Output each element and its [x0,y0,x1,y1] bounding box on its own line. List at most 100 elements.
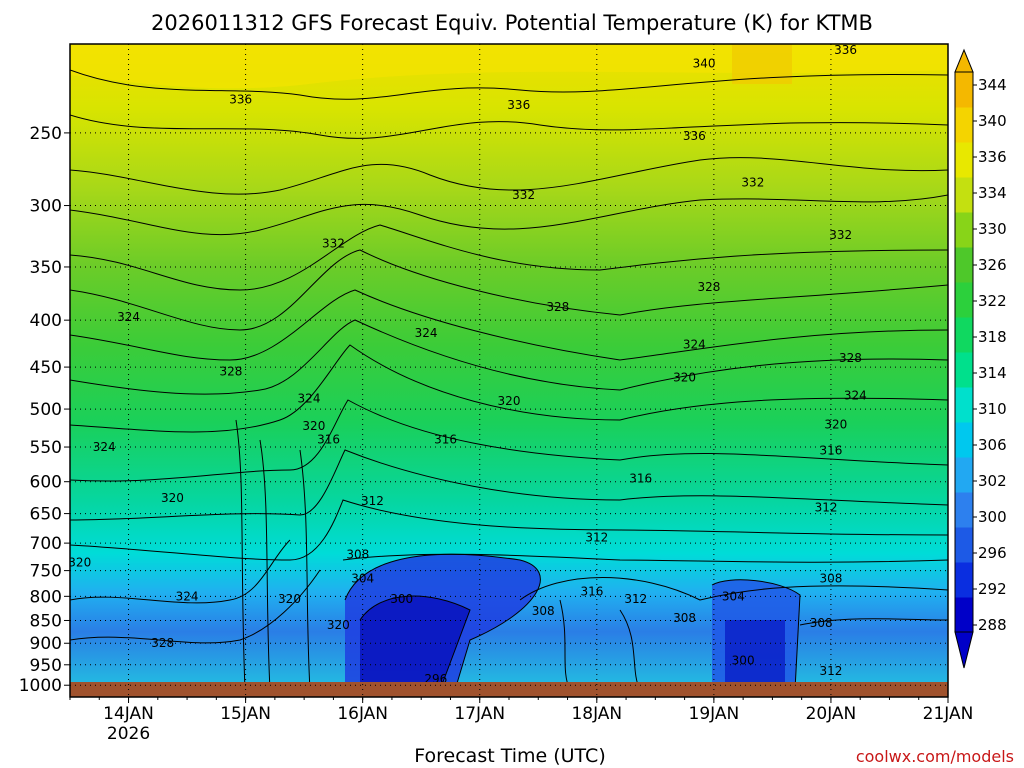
contour-label: 320 [327,618,350,632]
cold-pool-core-2 [725,620,785,690]
y-tick-label: 350 [30,258,62,278]
contour-label: 312 [361,494,384,508]
contour-label: 336 [229,93,252,107]
contour-label-text: 304 [722,589,745,603]
contour-label-text: 332 [512,188,535,202]
colorbar-swatch [955,247,973,283]
contour-label-text: 300 [390,592,413,606]
contour-label-text: 320 [327,618,350,632]
colorbar-swatch [955,72,973,108]
x-tick-label: 17JAN [454,704,505,724]
contour-label: 324 [298,392,321,406]
contour-line [70,194,948,236]
contour-line [259,439,271,691]
x-tick-label: 20JAN [806,704,857,724]
contour-label-text: 332 [322,237,345,251]
contour-label: 320 [278,592,301,606]
colorbar-swatch [955,597,973,633]
y-axis: 250 300 350 400 450 500 550 600 650 700 750 800 850 9… [19,124,948,696]
contour-label-text: 316 [317,433,340,447]
chart-title: 2026011312 GFS Forecast Equiv. Potential… [151,11,873,35]
contour-label: 328 [546,300,569,314]
contour-label: 328 [698,280,721,294]
contour-label-text: 320 [68,556,91,570]
contour-label-text: 324 [298,392,321,406]
y-tick-label: 250 [30,124,62,144]
contour-label-text: 320 [278,592,301,606]
contour-lines [70,69,948,691]
contour-label: 324 [844,388,867,402]
colorbar-swatch [955,177,973,213]
colorbar-swatch [955,317,973,353]
contour-line [70,69,948,100]
contour-label-text: 336 [834,43,857,57]
contour-line [70,449,948,521]
plot-area: 336 336 340 336 336 332 332 332 332 328 328 324 324 3… [68,43,948,697]
contour-label-text: 304 [351,571,374,585]
contour-label-text: 312 [361,494,384,508]
contour-label-text: 332 [829,228,852,242]
contour-line [70,319,948,395]
contour-label: 340 [693,56,716,70]
y-tick-label: 800 [30,587,62,607]
contour-label-text: 312 [819,664,842,678]
contour-label: 316 [629,471,652,485]
contour-line [70,157,948,195]
contour-label: 308 [819,571,842,585]
contour-label: 320 [161,491,184,505]
colorbar-swatch [955,212,973,248]
upper-warm-region [70,44,948,89]
colorbar-bottom-arrow [954,631,974,669]
contour-label-text: 316 [434,433,457,447]
contour-label-text: 324 [844,388,867,402]
x-tick-label: 19JAN [689,704,740,724]
contour-label-text: 324 [176,589,199,603]
contour-line [70,289,948,361]
y-tick-label: 500 [30,400,62,420]
contour-line [70,569,321,644]
colorbar-swatch [955,527,973,563]
colorbar-swatch [955,457,973,493]
contour-line [342,553,948,563]
contour-label-text: 320 [302,419,325,433]
contour-label: 324 [415,326,438,340]
y-tick-label: 300 [30,197,62,217]
y-tick-label: 650 [30,505,62,525]
colorbar-swatch [955,422,973,458]
y-tick-label: 450 [30,358,62,378]
contour-label-text: 328 [698,280,721,294]
contour-label: 312 [585,530,608,544]
contour-label-text: 308 [810,616,833,630]
contour-label-text: 328 [839,351,862,365]
contour-label: 316 [317,433,340,447]
contour-label: 316 [434,433,457,447]
x-tick-label: 16JAN [337,704,388,724]
contour-label: 336 [834,43,857,57]
contour-label-text: 312 [585,530,608,544]
colorbar-swatch [955,387,973,423]
colorbar-label: 310 [978,400,1007,418]
contour-label: 336 [683,129,706,143]
contour-label-text: 336 [683,129,706,143]
y-tick-label: 850 [30,611,62,631]
colorbar-swatch [955,562,973,598]
colorbar-label: 288 [978,616,1007,634]
contour-label: 316 [580,584,603,598]
contour-line [359,595,471,691]
contour-line [70,499,948,561]
colorbar-label: 292 [978,580,1007,598]
x-year-label: 2026 [107,724,150,744]
contour-label-text: 320 [498,394,521,408]
contour-label: 328 [839,351,862,365]
credit-link[interactable]: coolwx.com/models [856,747,1014,766]
contour-label: 332 [512,188,535,202]
contour-line [235,419,246,691]
colorbar-swatch [955,107,973,143]
colorbar-label: 340 [978,112,1007,130]
contour-label-text: 324 [93,440,116,454]
contour-line [70,224,948,291]
contour-label-text: 308 [673,611,696,625]
y-tick-label: 700 [30,534,62,554]
colorbar-swatch [955,282,973,318]
